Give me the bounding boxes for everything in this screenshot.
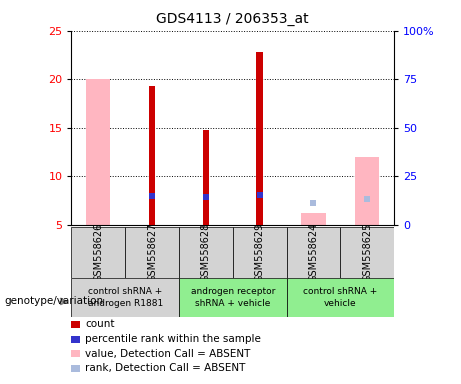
Text: count: count <box>85 319 115 329</box>
Bar <box>287 227 340 278</box>
Text: control shRNA +
vehicle: control shRNA + vehicle <box>303 287 378 308</box>
Bar <box>233 227 287 278</box>
Text: rank, Detection Call = ABSENT: rank, Detection Call = ABSENT <box>85 363 246 373</box>
Bar <box>256 52 263 225</box>
Bar <box>179 227 233 278</box>
Bar <box>340 227 394 278</box>
Text: GSM558628: GSM558628 <box>201 223 211 282</box>
Bar <box>125 227 179 278</box>
Text: genotype/variation: genotype/variation <box>5 296 104 306</box>
Bar <box>71 278 179 317</box>
Text: percentile rank within the sample: percentile rank within the sample <box>85 334 261 344</box>
Bar <box>149 86 155 225</box>
Bar <box>301 213 325 225</box>
Bar <box>355 157 379 225</box>
Text: GSM558627: GSM558627 <box>147 223 157 282</box>
Bar <box>71 227 125 278</box>
Text: GSM558626: GSM558626 <box>93 223 103 282</box>
Bar <box>203 130 209 225</box>
Text: GSM558629: GSM558629 <box>254 223 265 282</box>
Bar <box>86 79 111 225</box>
Title: GDS4113 / 206353_at: GDS4113 / 206353_at <box>156 12 309 25</box>
Text: androgen receptor
shRNA + vehicle: androgen receptor shRNA + vehicle <box>190 287 275 308</box>
Text: control shRNA +
androgen R1881: control shRNA + androgen R1881 <box>88 287 163 308</box>
Bar <box>287 278 394 317</box>
Text: GSM558624: GSM558624 <box>308 223 319 282</box>
Text: GSM558625: GSM558625 <box>362 223 372 282</box>
Text: value, Detection Call = ABSENT: value, Detection Call = ABSENT <box>85 349 251 359</box>
Bar <box>179 278 287 317</box>
